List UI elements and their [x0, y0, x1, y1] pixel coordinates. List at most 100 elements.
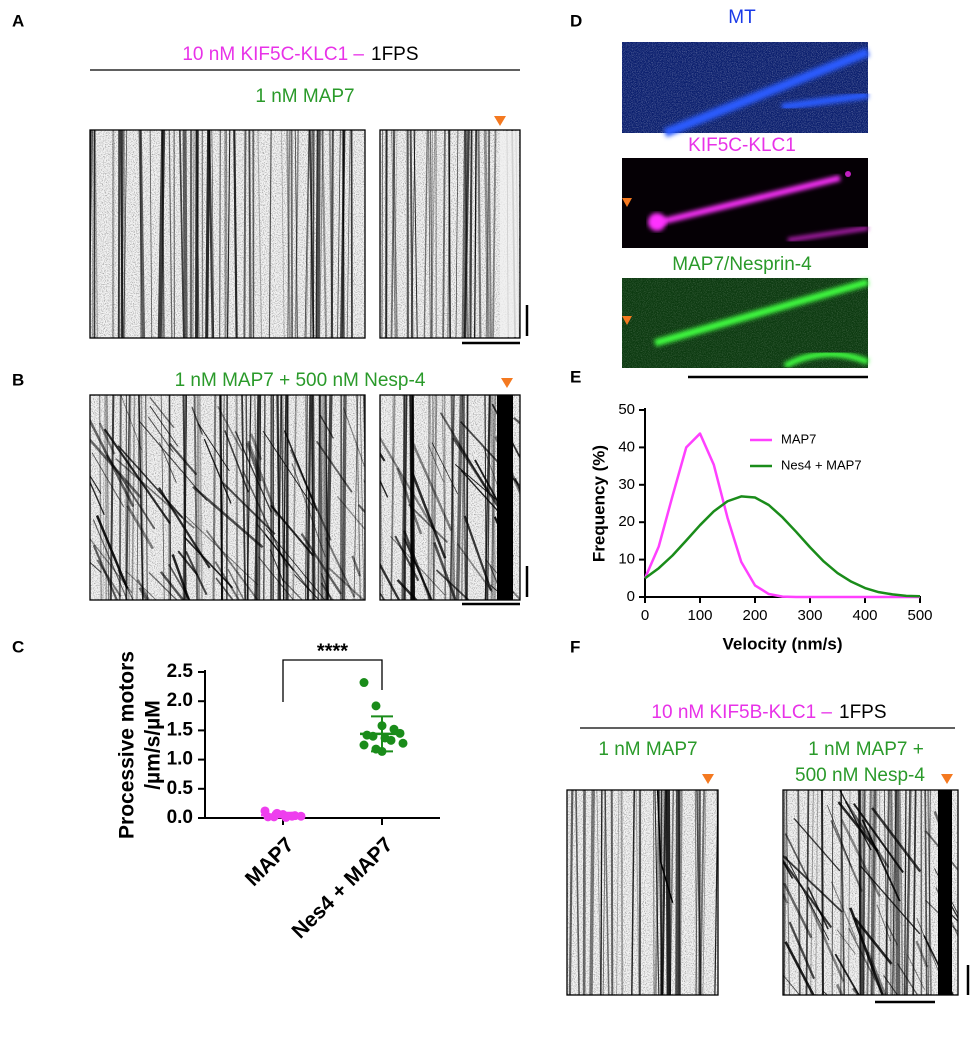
kymograph-streak [160, 395, 165, 600]
legend-label: Nes4 + MAP7 [781, 457, 862, 472]
kymograph-frame [379, 394, 521, 601]
kymograph-run [916, 917, 949, 995]
kymograph-run [848, 927, 884, 995]
kymograph-streak [474, 130, 477, 338]
kymograph-run [269, 549, 285, 583]
kymograph-streak [149, 130, 153, 338]
kymograph-run [138, 587, 149, 600]
y-tick-label: 30 [618, 476, 635, 493]
x-tick-label: 200 [742, 607, 767, 624]
kymograph-run [117, 445, 184, 519]
panel-label: E [570, 367, 581, 386]
kymograph-streak [138, 395, 144, 600]
kymograph-streak [319, 130, 324, 338]
kymograph-streak [596, 790, 602, 995]
kymograph [380, 395, 520, 600]
kymograph-run [907, 954, 926, 990]
y-tick-label: 0.5 [167, 778, 194, 799]
arrowhead [494, 116, 506, 126]
kymograph-run [452, 437, 506, 517]
kymograph-streak [325, 395, 333, 600]
kymograph-streak [831, 790, 834, 995]
kymograph-run [839, 790, 872, 851]
condition-label: 1 nM MAP7 + 500 nM Nesp-4 [175, 370, 426, 391]
kymograph-streak [123, 130, 128, 338]
kymograph-run [844, 800, 890, 869]
kymograph-run [328, 567, 365, 600]
kymograph-streak [894, 790, 901, 995]
kymograph-run [191, 406, 204, 435]
kymograph-streak [839, 790, 843, 995]
kymograph-streak [346, 130, 351, 338]
kymograph-streak [403, 395, 408, 600]
significance-bracket [282, 659, 383, 702]
kymograph-streak [257, 395, 261, 600]
kymograph-streak [208, 130, 214, 338]
x-tick-label: 100 [687, 607, 712, 624]
kymograph-run [300, 533, 342, 595]
kymograph-frame [379, 129, 521, 339]
kymograph-run [498, 577, 520, 600]
kymograph-run [428, 445, 444, 482]
kymograph [38, 395, 365, 639]
kymograph-run [489, 565, 505, 600]
kymograph-streak [381, 130, 384, 338]
kymograph-frame [566, 789, 719, 996]
kymograph-streak [449, 395, 455, 600]
kymograph-streak [157, 130, 166, 338]
kymograph-streak [431, 395, 435, 600]
kymograph-streak [904, 790, 907, 995]
kymograph-run [38, 579, 66, 639]
kymograph-streak [246, 395, 252, 600]
kymograph-streak [871, 790, 877, 995]
kymograph-run [320, 572, 332, 600]
kymograph-streak [661, 790, 667, 995]
kymograph-streak [212, 395, 217, 600]
condition-label: 1 nM MAP7 [598, 739, 697, 760]
kymograph-streak [463, 395, 466, 600]
kymograph-run [433, 541, 457, 600]
kymograph-streak [460, 395, 465, 600]
kymograph-run [733, 908, 760, 954]
kymograph-streak [140, 395, 144, 600]
header-text: 10 nM KIF5B-KLC1 – [651, 702, 832, 723]
kymograph-streak [696, 790, 702, 995]
kymograph-run [291, 463, 326, 558]
kymograph-streak [283, 395, 287, 600]
kymograph-run [830, 881, 857, 940]
y-axis-label: /µm/s/µM [142, 700, 165, 790]
kymograph-streak [248, 130, 252, 338]
kymograph-run [883, 974, 899, 995]
kymograph-streak [90, 130, 94, 296]
kymograph-streak [600, 790, 603, 995]
kymograph-streak [441, 395, 447, 600]
y-axis-label: Frequency (%) [589, 445, 608, 562]
kymograph-run [95, 515, 129, 589]
scatter-chart: 0.0 0.5 1.0 1.5 2.0 2.5 Processive motors/µm/s… [116, 640, 440, 943]
kymograph-run [92, 519, 128, 600]
kymograph-run [245, 442, 262, 482]
kymograph-streak [356, 395, 361, 600]
data-point [359, 740, 369, 750]
kymograph-streak [109, 395, 115, 600]
kymograph-streak [442, 130, 446, 338]
kymograph-run [224, 599, 227, 600]
kymograph-run [117, 569, 134, 600]
kymograph-streak [857, 790, 864, 995]
data-point [359, 678, 369, 688]
kymograph-run [793, 818, 841, 872]
kymograph-noise [567, 790, 718, 995]
kymograph-streak [309, 130, 314, 338]
kymograph-run [767, 931, 781, 968]
kymograph-frame [89, 129, 366, 339]
data-point [371, 701, 381, 711]
kymograph-streak [848, 790, 851, 995]
micrograph [622, 278, 870, 369]
channel-label: MT [728, 7, 756, 28]
kymograph-run [224, 430, 250, 493]
kymograph-run [262, 431, 315, 509]
kymograph-streak [927, 790, 932, 995]
kymograph-streak [485, 130, 491, 338]
kymograph-run [750, 928, 784, 1016]
kymograph-run [215, 577, 234, 600]
